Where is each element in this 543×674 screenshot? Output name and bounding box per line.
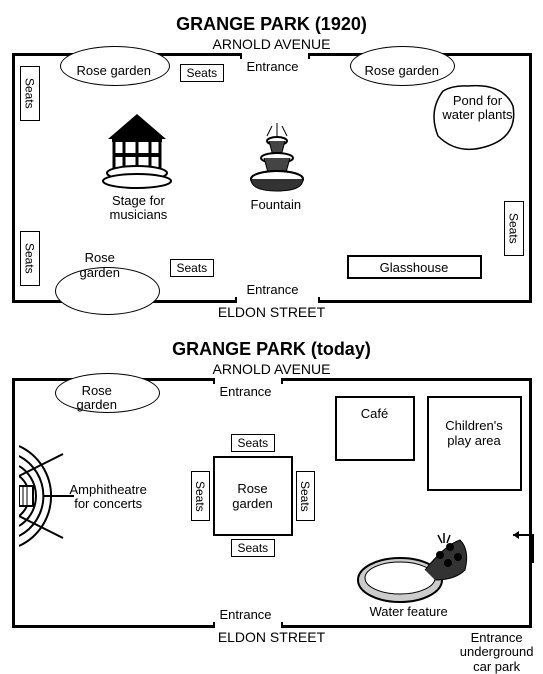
seats-c-right: Seats [296,471,315,521]
fountain-icon [247,121,307,196]
seats-left-bottom: Seats [20,231,40,286]
seats-c-top: Seats [231,434,276,452]
childrens-play: Children's play area [427,396,522,491]
rose-garden-tl: Rose garden [77,64,151,78]
rose-garden-tl-today: Rose garden [77,384,117,413]
bottom-street-today: ELDON STREET [122,629,422,645]
title-today: GRANGE PARK (today) [10,339,533,360]
seats-c-bottom: Seats [231,539,276,557]
carpark-arrow [505,525,535,565]
pond-label: Pond for water plants [442,94,512,123]
glasshouse: Glasshouse [347,255,482,279]
rose-garden-bl: Rose garden [80,251,120,280]
rose-garden-center: Rose garden [213,456,293,536]
carpark-label: Entrance underground car park [460,631,534,674]
entrance-top-today: Entrance [220,384,272,399]
bandstand-icon [100,111,175,191]
entrance-bottom-today: Entrance [220,607,272,622]
seats-right: Seats [504,201,524,256]
map-1920: Entrance Entrance Seats Seats Seats Seat… [12,53,532,303]
entrance-bottom-1920: Entrance [247,282,299,297]
water-feature-label: Water feature [370,605,448,619]
seats-top: Seats [180,64,225,82]
water-feature-icon [350,525,480,605]
seats-c-left: Seats [191,471,210,521]
entrance-top-1920: Entrance [247,59,299,74]
map-today: Entrance Entrance Rose garden Amphitheat… [12,378,532,628]
cafe: Café [335,396,415,461]
rose-garden-tr: Rose garden [365,64,439,78]
stage-label: Stage for musicians [110,194,168,223]
title-1920: GRANGE PARK (1920) [10,14,533,35]
fountain-label: Fountain [251,198,302,212]
seats-left-top: Seats [20,66,40,121]
seats-bottom: Seats [170,259,215,277]
amphitheatre-label: Amphitheatre for concerts [70,483,147,512]
